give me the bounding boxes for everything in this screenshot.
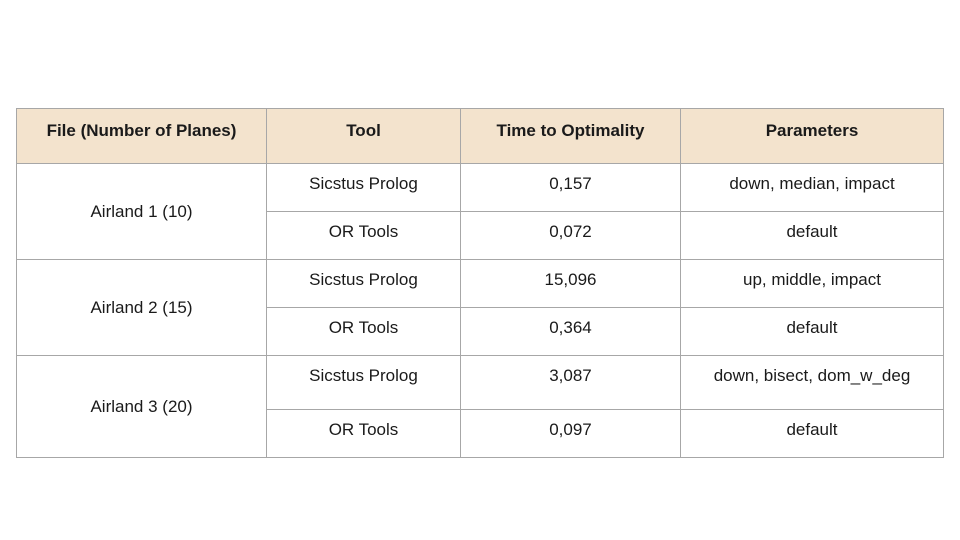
time-cell: 0,157 (460, 163, 681, 212)
header-time: Time to Optimality (460, 108, 681, 164)
time-cell: 0,072 (460, 211, 681, 260)
table-row: OR Tools 0,364 default (17, 307, 944, 356)
tool-cell: OR Tools (266, 307, 461, 356)
file-cell: Airland 3 (20) (16, 355, 267, 458)
table-row: Airland 2 (15) Sicstus Prolog 15,096 up,… (16, 259, 944, 356)
tool-cell: Sicstus Prolog (266, 355, 461, 410)
file-cell: Airland 1 (10) (16, 163, 267, 260)
parameters-cell: default (680, 409, 944, 458)
header-file: File (Number of Planes) (16, 108, 267, 164)
header-parameters: Parameters (680, 108, 944, 164)
parameters-cell: up, middle, impact (680, 259, 944, 308)
parameters-cell: default (680, 211, 944, 260)
header-tool: Tool (266, 108, 461, 164)
results-table: File (Number of Planes) Tool Time to Opt… (16, 108, 944, 458)
parameters-cell: down, median, impact (680, 163, 944, 212)
file-cell: Airland 2 (15) (16, 259, 267, 356)
time-cell: 0,364 (460, 307, 681, 356)
table-row: Airland 3 (20) Sicstus Prolog 3,087 down… (16, 355, 944, 458)
parameters-cell: default (680, 307, 944, 356)
table-row: OR Tools 0,072 default (17, 211, 944, 260)
parameters-cell: down, bisect, dom_w_deg (680, 355, 944, 410)
tool-cell: OR Tools (266, 211, 461, 260)
table-row: OR Tools 0,097 default (17, 409, 944, 458)
tool-cell: OR Tools (266, 409, 461, 458)
time-cell: 15,096 (460, 259, 681, 308)
time-cell: 3,087 (460, 355, 681, 410)
tool-cell: Sicstus Prolog (266, 163, 461, 212)
tool-cell: Sicstus Prolog (266, 259, 461, 308)
time-cell: 0,097 (460, 409, 681, 458)
table-row: Airland 1 (10) Sicstus Prolog 0,157 down… (16, 163, 944, 260)
table-header-row: File (Number of Planes) Tool Time to Opt… (16, 108, 944, 164)
